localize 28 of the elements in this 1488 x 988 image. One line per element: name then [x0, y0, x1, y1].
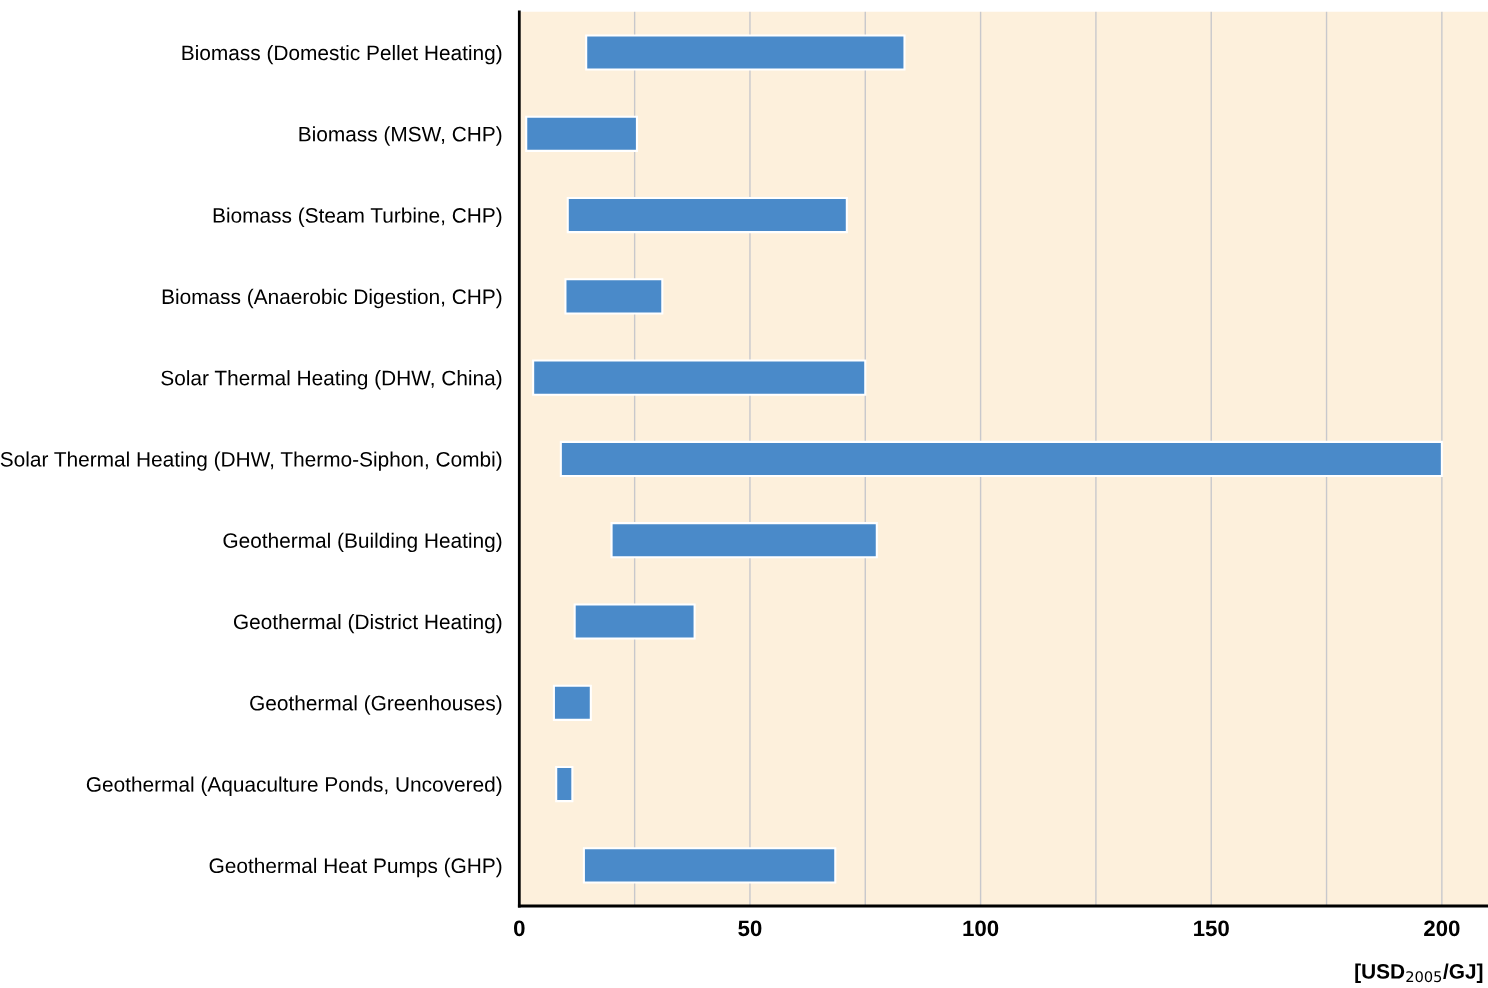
x-tick-label: 150	[1194, 920, 1229, 937]
bar	[585, 34, 906, 71]
bar	[573, 603, 696, 640]
bar	[525, 115, 638, 152]
y-tick-label: Geothermal Heat Pumps (GHP)	[209, 857, 502, 878]
y-tick-label: Biomass (Domestic Pellet Heating)	[182, 44, 502, 65]
bar	[564, 278, 664, 315]
y-tick-label: Geothermal (Greenhouses)	[250, 695, 502, 715]
x-tick-label: 200	[1424, 920, 1460, 937]
y-tick-label: Solar Thermal Heating (DHW, Thermo-Siphon, Combi)	[0, 451, 502, 471]
y-tick-label: Biomass (MSW, CHP)	[299, 126, 502, 146]
bar	[532, 359, 867, 396]
bar	[555, 765, 574, 803]
bar	[552, 684, 592, 721]
y-tick-label: Biomass (Steam Turbine, CHP)	[213, 207, 502, 227]
y-tick-label: Geothermal (Building Heating)	[223, 532, 502, 553]
y-tick-label: Biomass (Anaerobic Digestion, CHP)	[162, 288, 502, 309]
x-tick-label: 100	[963, 920, 999, 937]
bar	[559, 440, 1443, 478]
bar	[566, 196, 848, 234]
y-tick-label: Geothermal (Aquaculture Ponds, Uncovered)	[86, 776, 502, 796]
bar	[610, 522, 878, 559]
x-tick-label: 50	[738, 920, 762, 937]
x-tick-label: 0	[514, 920, 525, 937]
x-axis-title: [USD$_{2005}$/GJ]	[1355, 963, 1483, 983]
y-tick-label: Solar Thermal Heating (DHW, China)	[161, 370, 502, 390]
y-tick-label: Geothermal (District Heating)	[233, 613, 502, 634]
bar	[582, 847, 837, 884]
